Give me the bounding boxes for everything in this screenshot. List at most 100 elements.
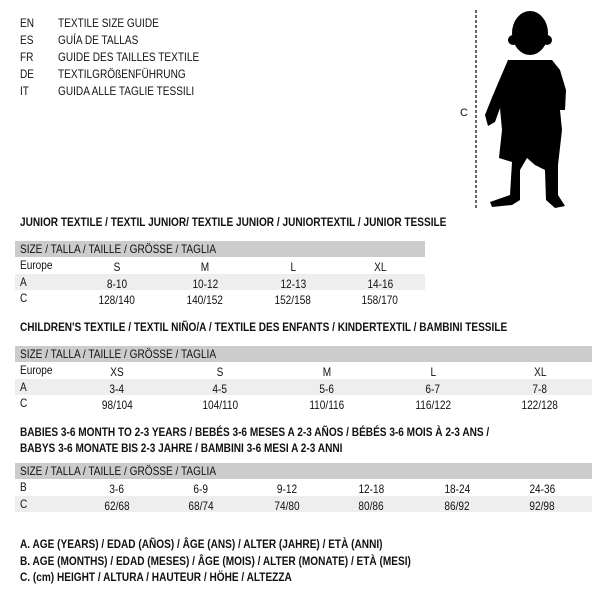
table-cell-text: 98/104 [101, 398, 133, 412]
size-header: SIZE / TALLA / TAILLE / GRÖSSE / TAGLIA [20, 347, 253, 361]
table-title: BABIES 3-6 MONTH TO 2-3 YEARS / BEBÉS 3-… [20, 425, 579, 439]
language-code-text: ES [20, 33, 34, 47]
table-cell: 18-24 [417, 482, 497, 496]
table-title-line2-text: BABYS 3-6 MONATE BIS 2-3 JAHRE / BAMBINI… [20, 441, 343, 455]
legend-item-text: B. AGE (MONTHS) / EDAD (MESES) / ÂGE (MO… [20, 553, 411, 568]
alt-row-band [15, 495, 592, 512]
table-cell-text: 152/158 [274, 293, 312, 307]
table-cell-text: 10-12 [192, 276, 218, 291]
table-cell-text: 86/92 [444, 498, 470, 513]
row-label: Europe [20, 363, 59, 377]
legend-item: B. AGE (MONTHS) / EDAD (MESES) / ÂGE (MO… [20, 554, 485, 568]
table-cell-text: XL [373, 260, 387, 274]
size-header-band [15, 463, 592, 479]
table-cell: 10-12 [165, 277, 245, 291]
row-label: A [20, 275, 28, 289]
table-cell: S [77, 260, 157, 274]
language-code: DE [20, 67, 37, 81]
table-cell: 80/86 [331, 499, 411, 513]
table-cell: 7-8 [500, 382, 580, 396]
legend-item: C. (cm) HEIGHT / ALTURA / HAUTEUR / HÖHE… [20, 570, 344, 584]
language-code-text: IT [20, 84, 29, 98]
table-cell: 14-16 [340, 277, 420, 291]
language-code: FR [20, 50, 36, 64]
table-cell-text: 4-5 [212, 381, 228, 396]
table-cell-text: 110/116 [309, 398, 345, 412]
table-cell-text: 140/152 [186, 293, 224, 307]
table-cell: M [165, 260, 245, 274]
table-cell: 12-13 [253, 277, 333, 291]
table-cell: 98/104 [77, 398, 157, 412]
table-cell: 12-18 [331, 482, 411, 496]
table-cell-text: 3-6 [109, 482, 125, 496]
table-cell-text: 6-7 [425, 381, 441, 396]
row-label: C [20, 497, 29, 511]
language-title-text: GUIDE DES TAILLES TEXTILE [58, 50, 200, 64]
size-header: SIZE / TALLA / TAILLE / GRÖSSE / TAGLIA [20, 242, 253, 256]
row-label: B [20, 480, 28, 494]
table-title-line2: BABYS 3-6 MONATE BIS 2-3 JAHRE / BAMBINI… [20, 441, 404, 455]
language-title: GUIDE DES TAILLES TEXTILE [58, 50, 226, 64]
size-header-text: SIZE / TALLA / TAILLE / GRÖSSE / TAGLIA [20, 347, 217, 361]
language-title: GUIDA ALLE TAGLIE TESSILI [58, 84, 220, 98]
table-cell-text: S [216, 365, 224, 379]
legend-item: A. AGE (YEARS) / EDAD (AÑOS) / ÂGE (ANS)… [20, 537, 452, 551]
size-header-band [15, 346, 592, 362]
table-cell-text: 74/80 [274, 498, 300, 513]
language-title: GUÍA DE TALLAS [58, 33, 154, 47]
table-title-text: BABIES 3-6 MONTH TO 2-3 YEARS / BEBÉS 3-… [20, 425, 490, 439]
table-cell-text: 12-13 [280, 276, 306, 291]
table-cell: 6-9 [161, 482, 241, 496]
table-cell-text: 18-24 [444, 482, 470, 496]
table-cell: 152/158 [253, 293, 333, 307]
table-cell: 86/92 [417, 499, 497, 513]
table-title: JUNIOR TEXTILE / TEXTIL JUNIOR/ TEXTILE … [20, 215, 528, 229]
table-cell-text: S [113, 260, 121, 274]
table-cell-text: 6-9 [193, 482, 209, 496]
table-cell-text: 12-18 [358, 482, 384, 496]
table-cell: 62/68 [77, 499, 157, 513]
table-cell: 68/74 [161, 499, 241, 513]
table-cell: 116/122 [393, 398, 473, 412]
row-label: A [20, 380, 28, 394]
language-title-text: GUÍA DE TALLAS [58, 33, 139, 47]
table-cell-text: L [290, 260, 296, 274]
table-cell-text: XS [110, 365, 124, 379]
language-code: ES [20, 33, 36, 47]
table-cell-text: 24-36 [529, 482, 555, 496]
language-title-text: TEXTILGRÖßENFÜHRUNG [58, 67, 186, 81]
table-cell: 3-4 [77, 382, 157, 396]
size-header-band [15, 241, 425, 257]
language-code-text: FR [20, 50, 34, 64]
table-cell: L [253, 260, 333, 274]
table-cell: 8-10 [77, 277, 157, 291]
table-cell: L [393, 365, 473, 379]
table-cell: 128/140 [77, 293, 157, 307]
table-cell-text: XL [533, 365, 547, 379]
table-cell: 110/116 [287, 398, 367, 412]
row-label-text: Europe [20, 363, 53, 377]
table-cell: XS [77, 365, 157, 379]
table-cell: S [180, 365, 260, 379]
table-cell-text: 128/140 [98, 293, 136, 307]
table-cell-text: 5-6 [319, 381, 335, 396]
table-cell-text: 8-10 [106, 276, 128, 291]
row-label-text: A [20, 274, 27, 289]
table-cell-text: 80/86 [358, 498, 384, 513]
table-cell-text: M [200, 260, 210, 274]
table-cell: XL [340, 260, 420, 274]
alt-row-band [15, 273, 425, 290]
table-title: CHILDREN'S TEXTILE / TEXTIL NIÑO/A / TEX… [20, 320, 600, 334]
table-cell-text: 68/74 [188, 498, 214, 513]
table-cell: 6-7 [393, 382, 473, 396]
child-silhouette-figure [475, 10, 566, 208]
table-cell-text: 116/122 [415, 398, 451, 412]
table-cell: 74/80 [247, 499, 327, 513]
row-label-text: C [20, 291, 28, 305]
table-cell: 24-36 [502, 482, 582, 496]
table-cell-text: 158/170 [361, 293, 399, 307]
row-label-text: Europe [20, 258, 53, 272]
row-label-text: C [20, 396, 28, 410]
table-cell-text: 92/98 [529, 498, 555, 513]
language-code: EN [20, 16, 37, 30]
